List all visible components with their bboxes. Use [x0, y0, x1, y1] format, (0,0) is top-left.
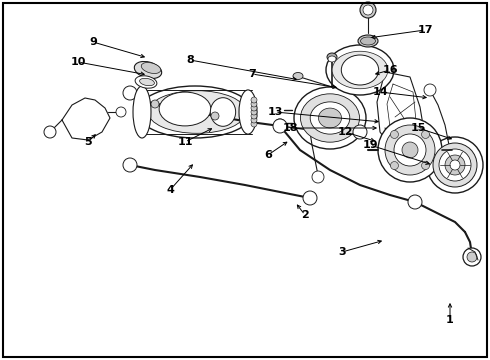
- Circle shape: [421, 130, 430, 139]
- Text: 18: 18: [282, 123, 298, 133]
- Circle shape: [391, 130, 398, 139]
- Text: 17: 17: [417, 25, 433, 35]
- Circle shape: [445, 155, 465, 175]
- Ellipse shape: [310, 102, 350, 134]
- Ellipse shape: [275, 119, 285, 127]
- Text: 9: 9: [89, 37, 97, 47]
- Ellipse shape: [327, 53, 337, 61]
- Circle shape: [385, 125, 435, 175]
- Text: 7: 7: [248, 69, 256, 79]
- Circle shape: [123, 86, 137, 100]
- Circle shape: [408, 195, 422, 209]
- Ellipse shape: [293, 72, 303, 80]
- Ellipse shape: [159, 92, 211, 126]
- Ellipse shape: [251, 117, 257, 123]
- Ellipse shape: [251, 97, 257, 103]
- Circle shape: [273, 119, 287, 133]
- Text: 5: 5: [84, 137, 92, 147]
- Ellipse shape: [251, 101, 257, 107]
- Circle shape: [353, 125, 367, 139]
- Ellipse shape: [140, 78, 154, 86]
- Text: 6: 6: [264, 150, 272, 160]
- Ellipse shape: [318, 108, 342, 128]
- Circle shape: [450, 160, 460, 170]
- Circle shape: [421, 162, 430, 170]
- Text: 15: 15: [410, 123, 426, 133]
- Circle shape: [303, 191, 317, 205]
- Circle shape: [433, 143, 477, 187]
- Circle shape: [386, 131, 396, 141]
- Ellipse shape: [148, 91, 246, 133]
- Circle shape: [44, 126, 56, 138]
- Circle shape: [312, 171, 324, 183]
- Ellipse shape: [326, 45, 394, 95]
- Circle shape: [116, 107, 126, 117]
- Circle shape: [151, 100, 159, 108]
- Circle shape: [378, 118, 442, 182]
- Ellipse shape: [135, 76, 157, 88]
- Text: 19: 19: [362, 140, 378, 150]
- Text: 10: 10: [70, 57, 86, 67]
- Text: 11: 11: [177, 137, 193, 147]
- Text: 16: 16: [382, 65, 398, 75]
- Ellipse shape: [328, 56, 336, 62]
- Text: 2: 2: [301, 210, 309, 220]
- Ellipse shape: [251, 105, 257, 111]
- Circle shape: [427, 137, 483, 193]
- Text: 14: 14: [372, 87, 388, 97]
- Circle shape: [402, 142, 418, 158]
- Ellipse shape: [300, 94, 360, 142]
- Ellipse shape: [138, 86, 252, 138]
- Ellipse shape: [141, 63, 161, 73]
- Circle shape: [467, 252, 477, 262]
- Circle shape: [360, 2, 376, 18]
- Text: 3: 3: [338, 247, 346, 257]
- Circle shape: [363, 5, 373, 15]
- Text: 1: 1: [446, 315, 454, 325]
- Text: 12: 12: [337, 127, 353, 137]
- Circle shape: [394, 134, 426, 166]
- Text: 4: 4: [166, 185, 174, 195]
- Circle shape: [424, 84, 436, 96]
- Ellipse shape: [210, 98, 236, 126]
- Ellipse shape: [251, 109, 257, 115]
- Ellipse shape: [251, 113, 257, 119]
- Ellipse shape: [342, 55, 379, 85]
- Ellipse shape: [358, 35, 378, 47]
- Text: 13: 13: [268, 107, 283, 117]
- Circle shape: [211, 112, 219, 120]
- Text: 8: 8: [186, 55, 194, 65]
- Ellipse shape: [251, 121, 257, 127]
- Circle shape: [463, 248, 481, 266]
- Ellipse shape: [294, 87, 366, 149]
- Ellipse shape: [332, 51, 388, 89]
- Circle shape: [439, 149, 471, 181]
- Ellipse shape: [361, 37, 375, 45]
- Circle shape: [391, 162, 398, 170]
- Ellipse shape: [134, 62, 162, 78]
- Ellipse shape: [133, 86, 151, 138]
- Circle shape: [123, 158, 137, 172]
- Ellipse shape: [239, 90, 257, 134]
